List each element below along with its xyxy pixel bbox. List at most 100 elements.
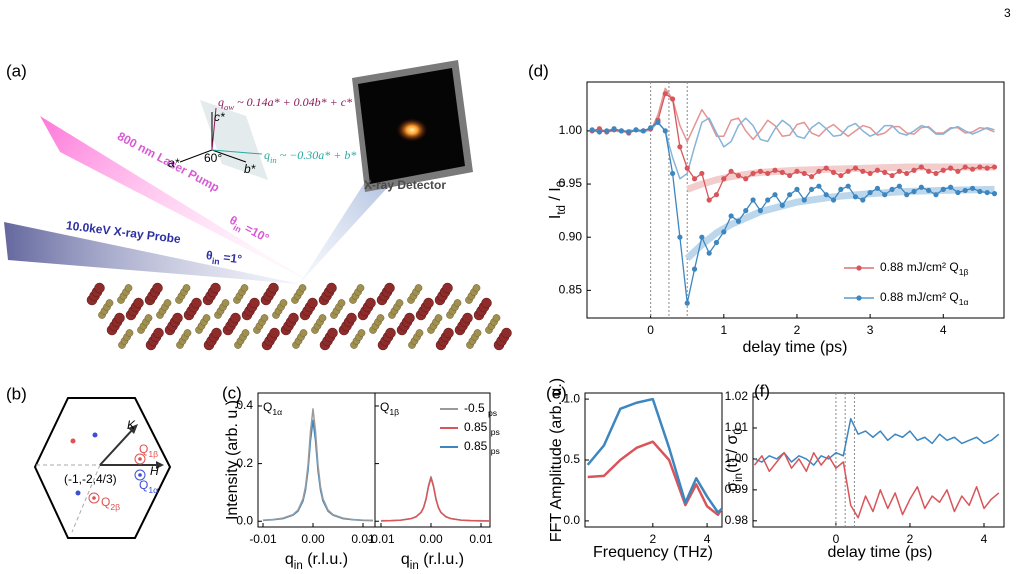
y-tick-label: 0.98 <box>725 513 749 527</box>
x-axis-label: delay time (ps) <box>743 339 848 356</box>
panel-label: (a) <box>6 61 27 80</box>
atom <box>473 329 482 337</box>
data-point <box>955 168 961 174</box>
peak-dot <box>75 490 81 496</box>
series-line <box>754 417 1000 466</box>
page-number: 3 <box>1004 6 1011 20</box>
data-point <box>969 185 976 191</box>
panel-title: Q1α <box>263 400 282 417</box>
atom <box>240 284 249 292</box>
panel-label: (f) <box>754 381 770 400</box>
series-line <box>591 93 995 201</box>
atom <box>241 329 250 337</box>
data-point <box>662 91 668 97</box>
data-point <box>728 168 734 174</box>
y-tick-label: 1.01 <box>725 420 749 434</box>
atom <box>230 312 241 324</box>
text-run: q <box>218 95 224 109</box>
atom <box>299 329 308 337</box>
atom <box>337 299 346 307</box>
data-point <box>662 128 668 134</box>
data-point <box>830 197 837 203</box>
panel-label: (c) <box>222 383 242 402</box>
data-point <box>757 208 763 214</box>
atom <box>481 297 492 309</box>
data-point <box>640 128 646 134</box>
data-point <box>969 166 976 172</box>
atom <box>365 297 376 309</box>
text-run: 2β <box>110 502 120 512</box>
data-point <box>743 208 749 214</box>
atom <box>472 284 481 292</box>
text-run: (t) / σ <box>724 435 741 473</box>
data-point <box>918 164 924 170</box>
text-run: in <box>294 560 303 572</box>
text-run: I <box>547 215 564 219</box>
peak-label: Q2β <box>101 495 120 512</box>
series-line <box>684 185 995 262</box>
text-run: ow <box>224 102 234 112</box>
data-point <box>765 197 771 203</box>
data-point <box>655 119 661 125</box>
axes-frame <box>374 392 491 528</box>
pump-beam <box>40 116 312 283</box>
atom <box>376 314 385 322</box>
data-point <box>918 184 924 190</box>
atom <box>94 282 105 294</box>
atom <box>415 329 424 337</box>
data-point <box>911 167 917 173</box>
data-point <box>713 239 720 246</box>
y-tick-label: 0.0 <box>236 513 253 527</box>
atom <box>356 284 365 292</box>
series-line <box>591 121 995 304</box>
legend-label: 0.85 ps <box>464 420 500 437</box>
data-point <box>728 213 734 219</box>
series-line <box>592 87 995 143</box>
data-point <box>926 187 932 194</box>
peak-dot <box>138 473 142 477</box>
y-tick-label: 1.00 <box>559 123 583 137</box>
atom <box>462 312 473 324</box>
data-point <box>852 194 859 200</box>
data-point <box>896 183 902 189</box>
y-tick-label: 0.5 <box>563 452 580 466</box>
x-tick-label: 0 <box>833 532 840 546</box>
data-point <box>721 229 727 235</box>
data-point <box>779 169 785 175</box>
data-point <box>611 126 617 132</box>
atom <box>326 282 337 294</box>
atom <box>211 327 222 339</box>
data-point <box>991 164 998 170</box>
data-point <box>648 125 654 131</box>
scattering-plane <box>200 100 268 180</box>
atom <box>442 282 453 294</box>
k-label: K <box>127 418 136 432</box>
text-run: 0 <box>556 181 568 187</box>
x-axis-label: delay time (ps) <box>828 544 933 561</box>
panel-label: (e) <box>546 383 567 402</box>
peak-ring <box>134 453 146 465</box>
atom <box>133 297 144 309</box>
text-run: ps <box>491 446 500 456</box>
a-axis <box>179 149 213 163</box>
y-tick-label: 0.2 <box>236 456 253 470</box>
series-line <box>262 408 374 522</box>
q-in-label: qin ~ −0.30a* + b* <box>264 148 356 165</box>
data-point <box>699 234 705 240</box>
data-point <box>757 168 763 174</box>
atom <box>172 312 183 324</box>
peak-label: Q1α <box>139 478 158 495</box>
x-tick-label: 3 <box>867 323 874 337</box>
atom <box>269 327 280 339</box>
atom <box>210 282 221 294</box>
axes-frame <box>584 392 723 528</box>
data-point <box>867 189 873 196</box>
atom <box>221 299 230 307</box>
atom <box>395 299 404 307</box>
data-point <box>911 188 917 195</box>
data-point <box>735 218 742 224</box>
q-in-arrow <box>211 149 263 155</box>
data-point <box>867 170 873 177</box>
panel-title: Q1β <box>380 400 399 417</box>
data-point <box>808 174 815 180</box>
